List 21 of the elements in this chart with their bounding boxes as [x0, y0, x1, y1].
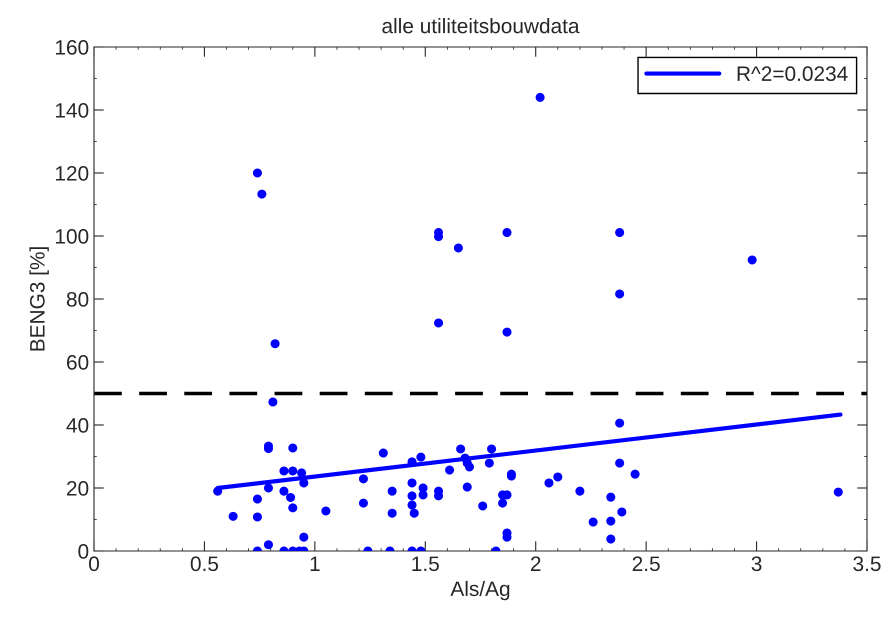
y-tick-label: 60	[67, 355, 88, 370]
x-tick-label: 2	[530, 556, 540, 571]
legend-label: R^2=0.0234	[738, 66, 848, 82]
x-tick-label: 0	[89, 556, 99, 572]
x-tick-label: 1	[310, 556, 320, 571]
y-axis-title: BENG3 [%]	[29, 247, 49, 351]
x-tick-label: 1.5	[412, 556, 439, 572]
chart-title: alle utiliteitsbouwdata	[382, 18, 580, 34]
x-tick-label: 3.5	[853, 556, 881, 572]
y-tick-label: 100	[56, 229, 88, 244]
y-tick-label: 120	[56, 166, 88, 181]
y-tick-label: 140	[56, 103, 88, 118]
y-tick-label: 160	[56, 40, 88, 55]
y-tick-label: 0	[78, 544, 88, 559]
x-axis-title: Als/Ag	[450, 580, 510, 600]
x-tick-label: 3	[752, 556, 762, 572]
y-tick-label: 20	[67, 481, 88, 496]
x-tick-label: 0.5	[190, 556, 218, 572]
x-tick-label: 2.5	[632, 556, 660, 572]
y-tick-label: 80	[66, 292, 88, 307]
y-tick-label: 40	[66, 418, 88, 433]
